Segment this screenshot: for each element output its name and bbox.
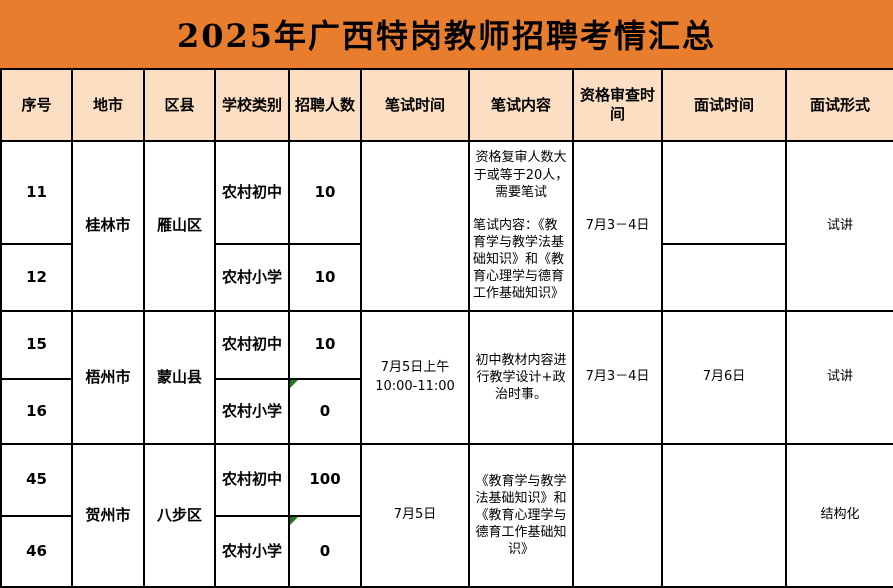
written-exam-content-subjects: 笔试内容：《教育学与教学法基础知识》和《教育心理学与德育工作基础知识》 [473,217,565,302]
cell-county: 八步区 [143,443,216,588]
cell-county: 蒙山县 [143,310,216,445]
cell-seq: 12 [0,243,73,312]
table-row: 46 农村小学 0 [0,515,893,588]
table-row: 16 农村小学 0 [0,378,893,445]
cell-school-type: 农村小学 [214,243,290,312]
written-exam-content-note: 《教育学与教学法基础知识》和《教育心理学与德育工作基础知识》 [475,473,567,558]
cell-seq: 46 [0,515,73,588]
cell-written-exam-content: 初中教材内容进行教学设计+政治时事。 [468,310,574,445]
cell-interview-form: 结构化 [785,443,893,588]
col-header-school-type: 学校类别 [214,68,290,142]
recruit-count-value: 0 [319,541,331,560]
written-exam-content-note: 初中教材内容进行教学设计+政治时事。 [475,352,567,403]
col-header-interview-time: 面试时间 [661,68,787,142]
table-row: 11 桂林市 雁山区 农村初中 10 资格复审人数大于或等于20人，需要笔试 笔… [0,140,893,312]
cell-school-type: 农村小学 [214,378,290,445]
cell-city: 贺州市 [71,443,145,588]
header-row: 序号 地市 区县 学校类别 招聘人数 笔试时间 笔试内容 资格审查时间 面试时间… [0,68,893,142]
cell-recruit-count: 10 [288,310,362,380]
cell-seq: 15 [0,310,73,380]
cell-recruit-count: 100 [288,443,362,517]
table-row: 12 农村小学 10 [0,243,893,312]
col-header-seq: 序号 [0,68,73,142]
cell-qualification-review-time: 7月3－4日 [572,310,663,445]
cell-interview-time [661,140,787,245]
col-header-qualification-review-time: 资格审查时间 [572,68,663,142]
cell-school-type: 农村小学 [214,515,290,588]
green-error-flag-icon [291,518,298,525]
cell-city: 梧州市 [71,310,145,445]
written-exam-content-note: 资格复审人数大于或等于20人，需要笔试 [473,150,569,200]
exam-summary-table: 序号 地市 区县 学校类别 招聘人数 笔试时间 笔试内容 资格审查时间 面试时间… [0,68,893,588]
col-header-recruit-count: 招聘人数 [288,68,362,142]
cell-county: 雁山区 [143,140,216,312]
cell-school-type: 农村初中 [214,443,290,517]
green-error-flag-icon [291,381,298,388]
cell-qualification-review-time: 7月3－4日 [572,140,663,312]
page-title: 2025年广西特岗教师招聘考情汇总 [176,17,717,55]
cell-written-exam-content: 《教育学与教学法基础知识》和《教育心理学与德育工作基础知识》 [468,443,574,588]
col-header-interview-form: 面试形式 [785,68,893,142]
cell-recruit-count: 0 [288,378,362,445]
cell-written-exam-time [360,140,470,312]
col-header-county: 区县 [143,68,216,142]
cell-recruit-count: 10 [288,140,362,245]
cell-interview-time [661,243,787,312]
cell-seq: 45 [0,443,73,517]
cell-written-exam-content: 资格复审人数大于或等于20人，需要笔试 笔试内容：《教育学与教学法基础知识》和《… [468,140,574,312]
table-row: 15 梧州市 蒙山县 农村初中 10 7月5日上午 10:00-11:00 初中… [0,310,893,445]
cell-seq: 11 [0,140,73,245]
cell-city: 桂林市 [71,140,145,312]
title-banner: 2025年广西特岗教师招聘考情汇总 [0,0,893,68]
cell-seq: 16 [0,378,73,445]
cell-recruit-count: 0 [288,515,362,588]
col-header-written-exam-content: 笔试内容 [468,68,574,142]
cell-school-type: 农村初中 [214,140,290,245]
cell-recruit-count: 10 [288,243,362,312]
cell-written-exam-time: 7月5日 [360,443,470,588]
cell-interview-form: 试讲 [785,310,893,445]
cell-school-type: 农村初中 [214,310,290,380]
col-header-city: 地市 [71,68,145,142]
cell-written-exam-time: 7月5日上午 10:00-11:00 [360,310,470,445]
cell-interview-form: 试讲 [785,140,893,312]
recruit-count-value: 0 [319,401,331,420]
cell-interview-time [661,443,787,588]
col-header-written-exam-time: 笔试时间 [360,68,470,142]
table-row: 45 贺州市 八步区 农村初中 100 7月5日 《教育学与教学法基础知识》和《… [0,443,893,588]
cell-interview-time: 7月6日 [661,310,787,445]
cell-qualification-review-time [572,443,663,588]
